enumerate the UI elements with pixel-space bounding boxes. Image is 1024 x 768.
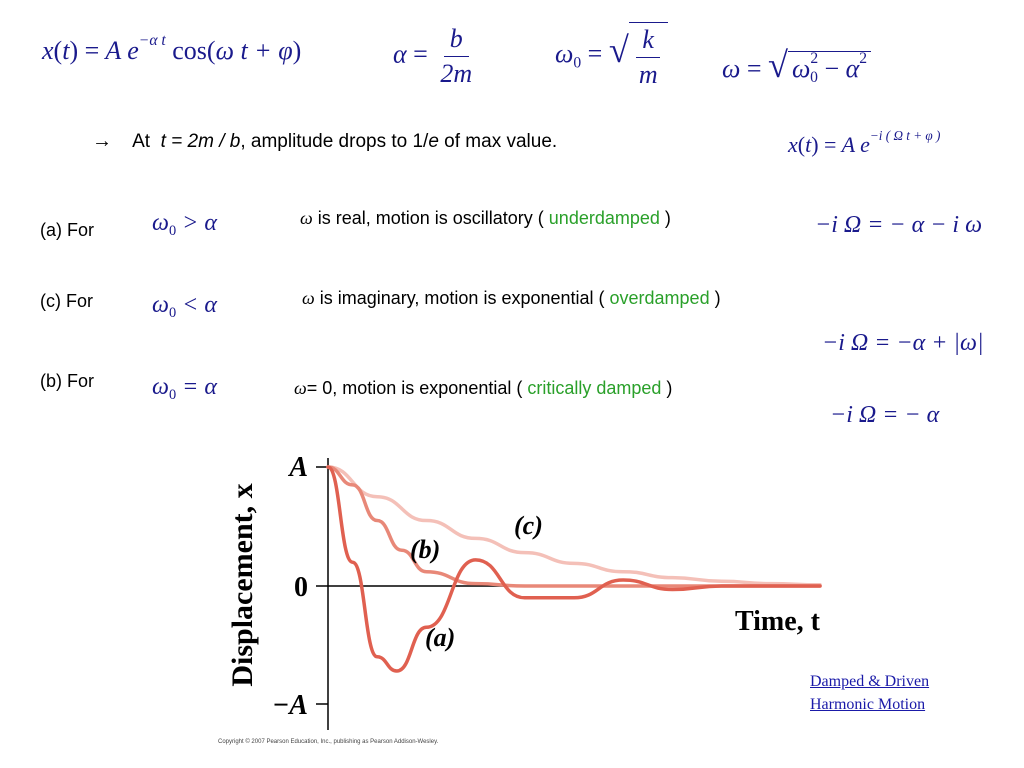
case-c-relation: −i Ω = −α + |ω|: [822, 330, 984, 356]
y-tick-neg-a: −A: [272, 690, 308, 721]
series-line-b: [326, 465, 822, 588]
topic-link-line1[interactable]: Damped & Driven: [810, 673, 930, 690]
case-b-condition: ω0 = α: [152, 374, 217, 404]
complex-equation: x(t) = A e−i ( Ω t + φ ): [788, 128, 941, 157]
series-line-a: [326, 465, 822, 673]
damping-chart: Displacement, x A 0 −A Time, t (a) (b) (…: [226, 452, 822, 730]
displacement-equation: x(t) = A e−α t cos(ω t + φ): [42, 32, 302, 66]
case-c-description: ω is imaginary, motion is exponential ( …: [302, 288, 721, 308]
series-line-c: [326, 465, 822, 587]
amplitude-note: → At t = 2m / b, amplitude drops to 1/e …: [92, 130, 558, 152]
arrow-icon: →: [92, 130, 112, 152]
case-b-label: (b) For: [40, 371, 94, 391]
y-tick-a: A: [287, 452, 308, 483]
case-b-description: ω= 0, motion is exponential ( critically…: [294, 378, 673, 398]
copyright-note: Copyright © 2007 Pearson Education, Inc.…: [218, 739, 439, 745]
series-label-b: (b): [410, 535, 440, 564]
case-a-description: ω is real, motion is oscillatory ( under…: [300, 208, 671, 228]
x-axis-label: Time, t: [735, 606, 821, 637]
topic-link-line2[interactable]: Harmonic Motion: [810, 696, 926, 713]
case-a-condition: ω0 > α: [152, 210, 217, 240]
topic-link[interactable]: Damped & Driven Harmonic Motion: [810, 670, 929, 716]
case-a-relation: −i Ω = − α − i ω: [815, 212, 983, 238]
series-label-c: (c): [514, 511, 543, 540]
omega0-equation: ω0 = √ k m: [555, 22, 668, 90]
omega-equation: ω = √ ω20 − α2: [722, 44, 872, 87]
y-tick-zero: 0: [294, 572, 308, 603]
alpha-equation: α = b 2m: [393, 24, 473, 88]
case-c-label: (c) For: [40, 291, 93, 311]
case-c-condition: ω0 < α: [152, 292, 217, 322]
series-label-a: (a): [425, 623, 455, 652]
case-a-label: (a) For: [40, 220, 94, 240]
y-axis-label: Displacement, x: [226, 483, 259, 686]
case-b-relation: −i Ω = − α: [830, 402, 940, 428]
